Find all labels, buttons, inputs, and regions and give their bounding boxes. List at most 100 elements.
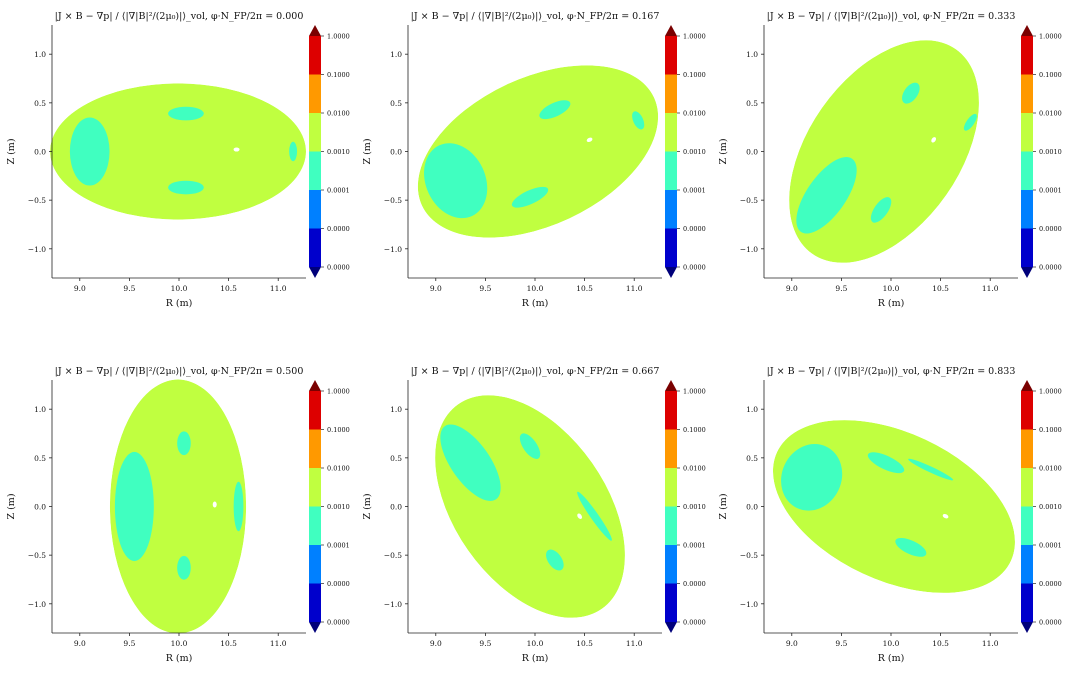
colorbar-tick-label: 0.0100: [1039, 110, 1062, 118]
colorbar-over-triangle: [309, 380, 321, 391]
level-region-0.0001: [289, 141, 298, 162]
x-tick-label: 9.0: [430, 284, 442, 293]
plot-title: |J × B − ∇p| / ⟨|∇|B|²/(2μ₀)|⟩_vol, φ·N_…: [411, 366, 660, 377]
subplot-0: |J × B − ∇p| / ⟨|∇|B|²/(2μ₀)|⟩_vol, φ·N_…: [6, 11, 350, 309]
colorbar-segment: [1021, 151, 1033, 190]
magnetic-axis-hole: [586, 137, 593, 143]
x-tick-label: 10.0: [171, 639, 188, 648]
colorbar-segment: [309, 113, 321, 152]
level-region-0.0010: [772, 420, 1015, 593]
colorbar-tick-label: 0.1000: [683, 426, 706, 434]
colorbar-over-triangle: [1021, 380, 1033, 391]
colorbar-segment: [665, 74, 677, 113]
level-region-0.0001: [168, 106, 204, 121]
colorbar-segment: [665, 545, 677, 584]
x-tick-label: 11.0: [270, 639, 287, 648]
colorbar-tick-label: 0.0001: [1039, 542, 1062, 550]
x-axis-label: R (m): [522, 653, 549, 664]
y-tick-label: 0.5: [34, 99, 46, 108]
x-tick-label: 9.0: [430, 639, 442, 648]
level-region-0.0001: [908, 458, 954, 481]
level-region-0.0001: [963, 113, 977, 131]
x-tick-label: 9.5: [835, 284, 847, 293]
colorbar-segment: [665, 583, 677, 622]
y-tick-label: 1.0: [746, 405, 758, 414]
level-region-0.0001: [632, 111, 645, 130]
x-tick-label: 10.0: [171, 284, 188, 293]
x-tick-label: 9.5: [835, 639, 847, 648]
colorbar-segment: [309, 583, 321, 622]
y-tick-label: −1.0: [740, 600, 758, 609]
colorbar-tick-label: 0.0001: [327, 187, 350, 195]
plot-title: |J × B − ∇p| / ⟨|∇|B|²/(2μ₀)|⟩_vol, φ·N_…: [767, 366, 1016, 377]
colorbar-tick-label: 0.0010: [327, 148, 350, 156]
colorbar: 0.0000 0.0000 0.0001 0.0010 0.0100 0.1000 1.00…: [665, 380, 706, 633]
level-region-0.0001: [546, 549, 564, 571]
y-axis-label: Z (m): [718, 138, 729, 164]
y-tick-label: 1.0: [390, 50, 402, 59]
level-region-0.0001: [577, 491, 612, 541]
colorbar-tick-label: 0.0000: [1039, 580, 1062, 588]
x-tick-label: 9.5: [123, 284, 135, 293]
x-tick-label: 9.5: [479, 639, 491, 648]
plot-title: |J × B − ∇p| / ⟨|∇|B|²/(2μ₀)|⟩_vol, φ·N_…: [55, 366, 304, 377]
x-tick-label: 10.5: [220, 639, 237, 648]
colorbar-segment: [665, 506, 677, 545]
colorbar-tick-label: 0.0000: [1039, 225, 1062, 233]
y-tick-label: −1.0: [28, 600, 46, 609]
y-tick-label: −1.0: [740, 245, 758, 254]
y-tick-label: 0.0: [390, 503, 402, 512]
y-axis-label: Z (m): [362, 138, 373, 164]
level-region-0.0001: [895, 537, 927, 557]
y-tick-label: −1.0: [28, 245, 46, 254]
y-tick-label: −0.5: [28, 196, 46, 205]
colorbar-tick-label: 0.1000: [327, 426, 350, 434]
x-axis-label: R (m): [878, 653, 905, 664]
level-region-0.0001: [539, 100, 571, 120]
colorbar-segment: [309, 468, 321, 507]
y-tick-label: 0.0: [34, 503, 46, 512]
colorbar-tick-label: 0.0000: [327, 619, 350, 627]
x-axis-label: R (m): [878, 298, 905, 309]
colorbar: 0.0000 0.0000 0.0001 0.0010 0.0100 0.1000 1.00…: [309, 380, 350, 633]
x-tick-label: 11.0: [982, 639, 999, 648]
colorbar-tick-label: 1.0000: [683, 33, 706, 41]
plasma-cross-section: [417, 65, 659, 238]
colorbar-tick-label: 0.0001: [683, 187, 706, 195]
level-region-0.0001: [424, 143, 488, 219]
colorbar-segment: [309, 151, 321, 190]
colorbar-over-triangle: [1021, 25, 1033, 36]
colorbar-segment: [1021, 545, 1033, 584]
x-tick-label: 10.5: [932, 639, 949, 648]
colorbar-tick-label: 0.0000: [327, 225, 350, 233]
magnetic-axis-hole: [577, 513, 583, 519]
x-tick-label: 10.0: [527, 639, 544, 648]
colorbar-tick-label: 0.0000: [683, 580, 706, 588]
level-region-0.0010: [435, 395, 625, 618]
magnetic-axis-hole: [233, 147, 240, 152]
colorbar-tick-label: 0.0100: [1039, 465, 1062, 473]
plasma-cross-section: [772, 420, 1015, 593]
plasma-cross-section: [109, 379, 247, 634]
y-axis-label: Z (m): [6, 493, 17, 519]
x-tick-label: 10.5: [576, 284, 593, 293]
colorbar-tick-label: 0.0100: [683, 465, 706, 473]
level-region-0.0010: [50, 83, 306, 220]
y-tick-label: −1.0: [384, 245, 402, 254]
colorbar: 0.0000 0.0000 0.0001 0.0010 0.0100 0.1000 1.00…: [1021, 25, 1062, 278]
colorbar-segment: [665, 228, 677, 267]
colorbar-over-triangle: [309, 25, 321, 36]
y-tick-label: 1.0: [390, 405, 402, 414]
x-axis-label: R (m): [166, 653, 193, 664]
colorbar-tick-label: 0.0100: [327, 110, 350, 118]
x-tick-label: 9.0: [74, 284, 86, 293]
level-region-0.0001: [902, 82, 920, 104]
y-tick-label: −0.5: [384, 551, 402, 560]
colorbar-tick-label: 0.0100: [683, 110, 706, 118]
colorbar-tick-label: 0.0000: [683, 264, 706, 272]
colorbar-tick-label: 0.0001: [1039, 187, 1062, 195]
colorbar-segment: [1021, 468, 1033, 507]
y-tick-label: −1.0: [384, 600, 402, 609]
colorbar-segment: [1021, 228, 1033, 267]
x-tick-label: 11.0: [982, 284, 999, 293]
